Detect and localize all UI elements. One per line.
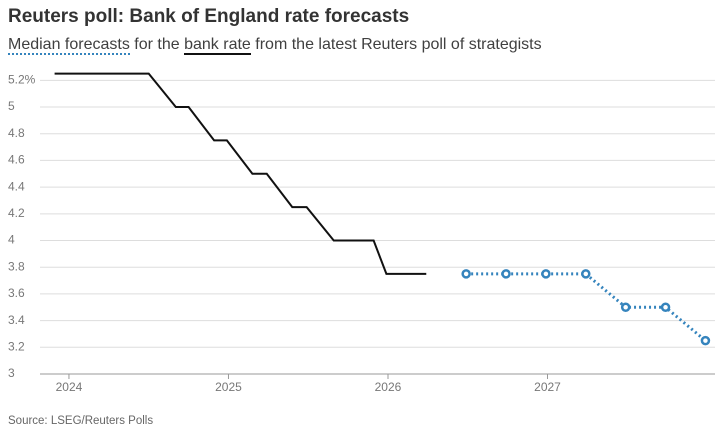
y-tick-label: 4.4 — [8, 179, 25, 193]
x-tick-label: 2026 — [375, 380, 402, 394]
y-tick-label: 3.4 — [8, 313, 25, 327]
chart-title: Reuters poll: Bank of England rate forec… — [8, 6, 410, 27]
marker — [461, 269, 471, 279]
marker — [660, 302, 671, 313]
marker — [541, 269, 551, 279]
y-tick-label: 4.8 — [8, 126, 25, 140]
y-tick-label: 3.6 — [8, 286, 25, 300]
subtitle: Median forecasts for the bank rate from … — [8, 36, 542, 55]
subtitle-text: from the latest Reuters poll of strategi… — [255, 36, 542, 53]
line — [54, 72, 427, 275]
y-tick-label: 3 — [8, 366, 15, 380]
y-tick-label: 3.2 — [8, 339, 25, 353]
y-tick-label: 5.2% — [8, 73, 36, 87]
legend-entry: Median forecasts — [8, 36, 130, 55]
marker — [581, 269, 591, 279]
y-tick-label: 4.2 — [8, 206, 25, 220]
x-tick-label: 2024 — [56, 380, 83, 394]
y-tick-label: 4.6 — [8, 153, 25, 167]
y-tick-label: 5 — [8, 99, 15, 113]
subtitle-text: for the — [134, 36, 180, 53]
marker — [620, 302, 631, 313]
x-tick-label: 2027 — [534, 380, 561, 394]
y-tick-label: 3.8 — [8, 259, 25, 273]
marker — [700, 335, 711, 346]
legend-entry: bank rate — [184, 36, 251, 55]
y-tick-label: 4 — [8, 233, 15, 247]
x-tick-label: 2025 — [215, 380, 242, 394]
source: Source: LSEG/Reuters Polls — [8, 415, 154, 427]
marker — [501, 269, 511, 279]
